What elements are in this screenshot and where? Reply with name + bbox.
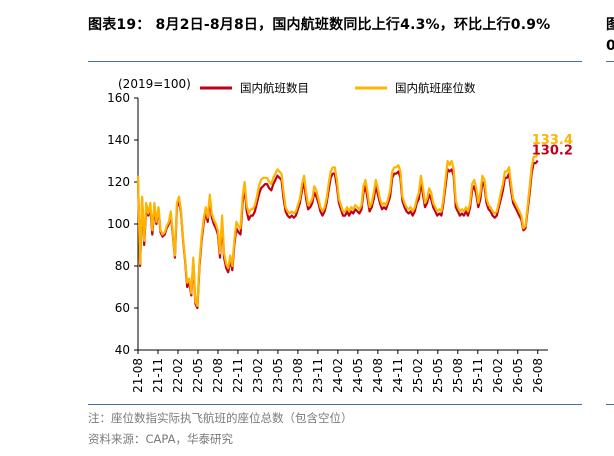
y-tick-label: 140 [107, 133, 130, 147]
title-divider-right [606, 61, 614, 62]
clipped-next-figure-title: 图 [606, 17, 614, 33]
annotation-seats-latest: 133.4 [532, 133, 573, 148]
y-tick-label: 120 [107, 175, 130, 189]
x-tick-label: 21-11 [151, 358, 165, 393]
x-tick-label: 25-11 [471, 358, 485, 393]
x-tick-label: 24-08 [371, 358, 385, 393]
annotation-flights-latest: 130.2 [532, 144, 573, 159]
chart-note: 注：座位数指实际执飞航班的座位总数（包含空位） [88, 411, 353, 425]
x-tick-label: 22-05 [191, 358, 205, 393]
x-tick-label: 23-08 [291, 358, 305, 393]
y-tick-label: 160 [107, 91, 130, 105]
x-tick-label: 23-02 [251, 358, 265, 393]
title-divider [88, 61, 582, 62]
x-tick-label: 23-05 [271, 358, 285, 393]
x-tick-label: 22-11 [231, 358, 245, 393]
chart-series [136, 153, 539, 310]
x-tick-label: 26-08 [531, 358, 545, 393]
legend-label-flights: 国内航班数目 [240, 81, 309, 95]
chart-legend: 国内航班数目 国内航班座位数 [200, 81, 476, 95]
chart-axes: 40 60 80 100 120 140 160 21-08 21-11 22-02 22-05 22… [107, 91, 548, 393]
x-tick-label: 26-02 [491, 358, 505, 393]
x-tick-label: 24-11 [391, 358, 405, 393]
x-tick-label: 21-08 [131, 358, 145, 393]
x-tick-label: 22-08 [211, 358, 225, 393]
y-unit-label: (2019=100) [118, 77, 191, 91]
chart-source: 资料来源：CAPA，华泰研究 [88, 432, 233, 446]
x-tick-label: 25-02 [411, 358, 425, 393]
x-tick-label: 24-05 [351, 358, 365, 393]
series-line-seats [136, 153, 539, 307]
y-tick-label: 60 [115, 301, 130, 315]
x-tick-label: 23-11 [311, 358, 325, 393]
x-tick-label: 24-02 [331, 358, 345, 393]
footer-divider [88, 404, 582, 405]
x-tick-label: 25-05 [431, 358, 445, 393]
y-tick-label: 40 [115, 343, 130, 357]
y-tick-label: 100 [107, 217, 130, 231]
footer-divider-right [606, 404, 614, 405]
x-tick-label: 26-05 [511, 358, 525, 393]
x-tick-label: 22-02 [171, 358, 185, 393]
legend-label-seats: 国内航班座位数 [395, 81, 476, 95]
figure-title: 图表19： 8月2日-8月8日，国内航班数同比上行4.3%，环比上行0.9% [88, 17, 551, 33]
clipped-next-figure-text: 0 [606, 38, 614, 54]
x-tick-label: 25-08 [451, 358, 465, 393]
y-tick-label: 80 [115, 259, 130, 273]
